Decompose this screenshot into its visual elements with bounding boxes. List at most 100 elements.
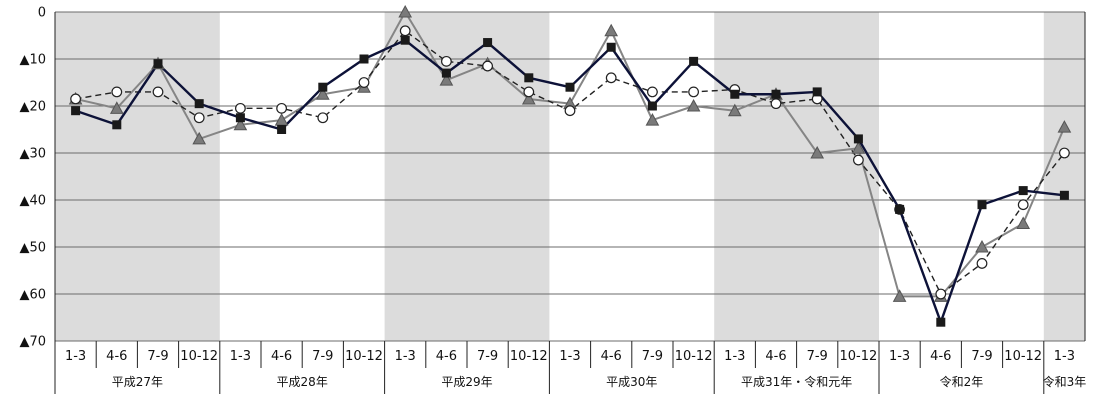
shaded-year-bands [55,12,1085,341]
circle-marker [317,112,329,124]
y-tick-label: ▲10 [19,53,46,68]
triangle-marker [686,98,701,112]
square-marker [936,317,946,327]
x-group-label: 平成31年・令和元年 [741,374,852,389]
x-category-label: 7-9 [477,349,498,364]
square-marker [524,73,534,83]
triangle-marker [315,87,330,100]
square-marker [318,82,328,92]
square-marker [977,200,987,210]
x-group-label: 令和3年 [1043,374,1087,389]
x-group-label: 平成28年 [277,375,328,389]
square-marker [71,106,81,116]
circle-marker [70,93,81,105]
circle-marker [523,86,535,98]
circle-marker [647,86,658,98]
x-group-label: 令和2年 [940,374,984,389]
triangle-marker [521,91,536,105]
x-category-label: 10-12 [180,349,218,364]
x-category-label: 1-3 [65,349,86,364]
square-marker [441,68,451,78]
square-marker [606,42,616,52]
triangle-marker [604,23,619,37]
series-line-square [75,39,1065,324]
y-axis-tick-labels: 0 ▲10 ▲20 ▲30 ▲40 ▲50 ▲60 ▲70 [19,6,46,350]
circle-marker [152,86,164,98]
square-marker [565,82,575,92]
x-category-label: 10-12 [1004,349,1042,364]
triangle-marker [727,103,742,117]
triangle-marker [109,101,124,114]
triangle-marker [192,131,207,145]
x-category-label: 4-6 [436,349,457,364]
y-tick-label: ▲30 [19,147,46,162]
triangle-marker [810,145,825,159]
circle-marker [193,112,205,124]
y-tick-label: ▲70 [19,335,46,350]
circle-marker [399,25,411,37]
square-marker [1018,186,1028,196]
square-marker [112,120,122,130]
circle-marker [358,77,370,88]
square-marker [400,35,410,45]
circle-marker [935,288,947,300]
triangle-marker [645,113,660,126]
square-marker [895,204,905,214]
x-category-label: 10-12 [840,349,878,364]
circle-marker [482,60,494,72]
x-category-label: 10-12 [345,349,383,364]
square-marker [647,101,657,111]
circle-marker [605,72,617,84]
square-marker [277,125,287,134]
x-category-label: 1-3 [230,349,251,364]
circle-marker [111,86,123,98]
year-band-2 [384,12,550,341]
x-category-label: 4-6 [765,349,786,364]
square-marker [771,89,781,99]
circle-marker [853,154,864,166]
x-category-label: 4-6 [601,349,622,364]
y-tick-label: 0 [38,6,46,21]
x-category-label: 1-3 [889,349,910,364]
x-category-label: 10-12 [510,349,548,364]
square-marker [235,113,245,123]
axes [54,12,1086,394]
triangle-marker [1016,216,1031,229]
square-marker [359,54,369,64]
x-group-label: 平成27年 [112,375,163,389]
triangle-marker [233,117,248,131]
triangle-marker [851,141,866,154]
circle-marker [564,105,576,117]
circle-marker [1017,199,1029,211]
x-category-label: 1-3 [724,349,745,364]
x-category-label: 1-3 [1054,349,1075,364]
y-tick-label: ▲40 [19,194,46,209]
triangle-marker [439,73,454,86]
x-category-label: 7-9 [971,349,992,364]
x-category-label: 7-9 [642,349,663,364]
y-tick-label: ▲20 [19,100,46,115]
square-marker [812,87,822,97]
x-category-label: 4-6 [106,349,127,364]
circle-marker [441,55,452,67]
x-group-label: 平成29年 [441,375,492,389]
square-marker [689,56,699,66]
square-marker [853,134,863,144]
y-tick-label: ▲60 [19,288,46,303]
circle-marker [234,102,246,114]
triangle-marker [892,289,907,302]
circle-marker [770,98,782,110]
square-marker [483,38,493,48]
year-band-6 [1043,12,1085,341]
x-category-label: 1-3 [559,349,580,364]
circle-marker [1058,147,1070,159]
square-marker [1059,190,1069,200]
circle-marker [976,258,988,269]
y-tick-label: ▲50 [19,241,46,256]
x-axis-category-labels: 1-3 4-6 7-9 10-12 1-3 4-6 7-9 10-12 1-3 4-6 7-9 10-… [65,349,1075,364]
gridlines [55,11,1085,342]
x-category-label: 4-6 [930,349,951,364]
x-category-label: 7-9 [312,349,333,364]
triangle-marker [398,4,413,18]
